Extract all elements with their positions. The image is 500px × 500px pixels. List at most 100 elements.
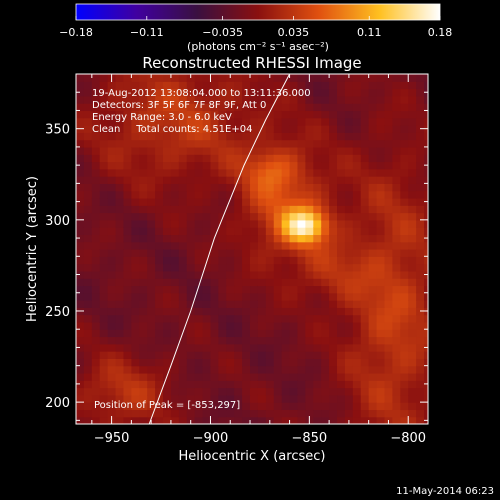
- heatmap-cell: [131, 380, 140, 389]
- heatmap-cell: [242, 197, 251, 206]
- heatmap-cell: [76, 183, 85, 192]
- heatmap-cell: [297, 154, 306, 163]
- heatmap-cell: [123, 154, 132, 163]
- heatmap-cell: [313, 183, 322, 192]
- heatmap-cell: [234, 307, 243, 316]
- heatmap-cell: [194, 351, 204, 359]
- x-axis-ticks: −950 −900 −850 −800: [91, 74, 429, 446]
- heatmap-cell: [257, 227, 267, 236]
- heatmap-cell: [218, 103, 227, 112]
- heatmap-cell: [155, 190, 164, 199]
- heatmap-cell: [313, 256, 322, 265]
- heatmap-cell: [329, 292, 338, 301]
- heatmap-cell: [170, 365, 180, 374]
- heatmap-cell: [392, 212, 401, 221]
- heatmap-cell: [400, 110, 409, 119]
- heatmap-cell: [321, 103, 330, 112]
- heatmap-cell: [99, 256, 109, 265]
- heatmap-cell: [163, 190, 172, 199]
- heatmap-cell: [242, 74, 251, 82]
- heatmap-cell: [273, 270, 283, 279]
- heatmap-cell: [408, 292, 417, 301]
- heatmap-cell: [91, 154, 101, 163]
- heatmap-cell: [337, 139, 346, 148]
- heatmap-cell: [163, 372, 172, 381]
- heatmap-cell: [178, 380, 188, 389]
- heatmap-cell: [329, 146, 338, 155]
- heatmap-cell: [400, 314, 409, 323]
- heatmap-cell: [234, 358, 243, 367]
- heatmap-cell: [123, 343, 132, 352]
- heatmap-cell: [321, 125, 330, 133]
- heatmap-cell: [83, 336, 93, 345]
- heatmap-cell: [360, 95, 370, 104]
- heatmap-cell: [163, 387, 172, 396]
- heatmap-cell: [170, 292, 180, 301]
- heatmap-cell: [107, 95, 117, 104]
- x-tick-label: −850: [291, 431, 327, 446]
- heatmap-cell: [250, 387, 259, 396]
- heatmap-cell: [384, 307, 393, 316]
- heatmap-cell: [131, 176, 140, 184]
- heatmap-cell: [257, 256, 267, 265]
- heatmap-cell: [376, 314, 386, 323]
- heatmap-cell: [131, 154, 140, 163]
- heatmap-cell: [131, 394, 140, 403]
- heatmap-cell: [115, 110, 125, 119]
- heatmap-cell: [218, 183, 227, 192]
- heatmap-cell: [226, 183, 235, 192]
- heatmap-cell: [186, 234, 196, 243]
- heatmap-cell: [281, 402, 291, 411]
- heatmap-cell: [250, 300, 259, 308]
- heatmap-cell: [202, 176, 212, 184]
- heatmap-cell: [344, 343, 354, 352]
- heatmap-cell: [337, 343, 346, 352]
- heatmap-cell: [313, 139, 322, 148]
- heatmap-cell: [242, 278, 251, 287]
- heatmap-cell: [115, 197, 125, 206]
- heatmap-cell: [392, 263, 401, 272]
- heatmap-cell: [194, 234, 204, 243]
- heatmap-cell: [360, 197, 370, 206]
- heatmap-cell: [321, 285, 330, 294]
- heatmap-cell: [83, 285, 93, 294]
- heatmap-cell: [368, 132, 378, 141]
- heatmap-cell: [400, 351, 409, 359]
- heatmap-cell: [273, 132, 283, 141]
- heatmap-cell: [337, 307, 346, 316]
- heatmap-cell: [139, 88, 148, 97]
- heatmap-cell: [99, 394, 109, 403]
- heatmap-cell: [281, 110, 291, 119]
- x-axis-label: Heliocentric X (arcsec): [179, 449, 326, 464]
- heatmap-cell: [99, 372, 109, 381]
- heatmap-cell: [186, 212, 196, 221]
- heatmap-cell: [234, 161, 243, 170]
- heatmap-cell: [424, 249, 428, 257]
- heatmap-cell: [376, 74, 386, 82]
- heatmap-cell: [91, 212, 101, 221]
- heatmap-cell: [305, 154, 314, 163]
- heatmap-cell: [250, 416, 259, 424]
- heatmap-cell: [305, 343, 314, 352]
- heatmap-cell: [408, 176, 417, 184]
- heatmap-cell: [368, 125, 378, 133]
- heatmap-cell: [250, 380, 259, 389]
- heatmap-cell: [313, 132, 322, 141]
- heatmap-cell: [194, 416, 204, 424]
- heatmap-cell: [289, 103, 299, 112]
- heatmap-cell: [194, 241, 204, 250]
- heatmap-cell: [344, 270, 354, 279]
- heatmap-cell: [352, 278, 362, 287]
- heatmap-cell: [234, 205, 243, 214]
- heatmap-cell: [131, 263, 140, 272]
- heatmap-cell: [384, 110, 393, 119]
- heatmap-cell: [147, 314, 156, 323]
- heatmap-cell: [337, 300, 346, 308]
- heatmap-cell: [416, 387, 425, 396]
- heatmap-cell: [107, 402, 117, 411]
- heatmap-cell: [376, 161, 386, 170]
- heatmap-cell: [352, 234, 362, 243]
- heatmap-cell: [289, 394, 299, 403]
- heatmap-cell: [194, 190, 204, 199]
- heatmap-cell: [139, 314, 148, 323]
